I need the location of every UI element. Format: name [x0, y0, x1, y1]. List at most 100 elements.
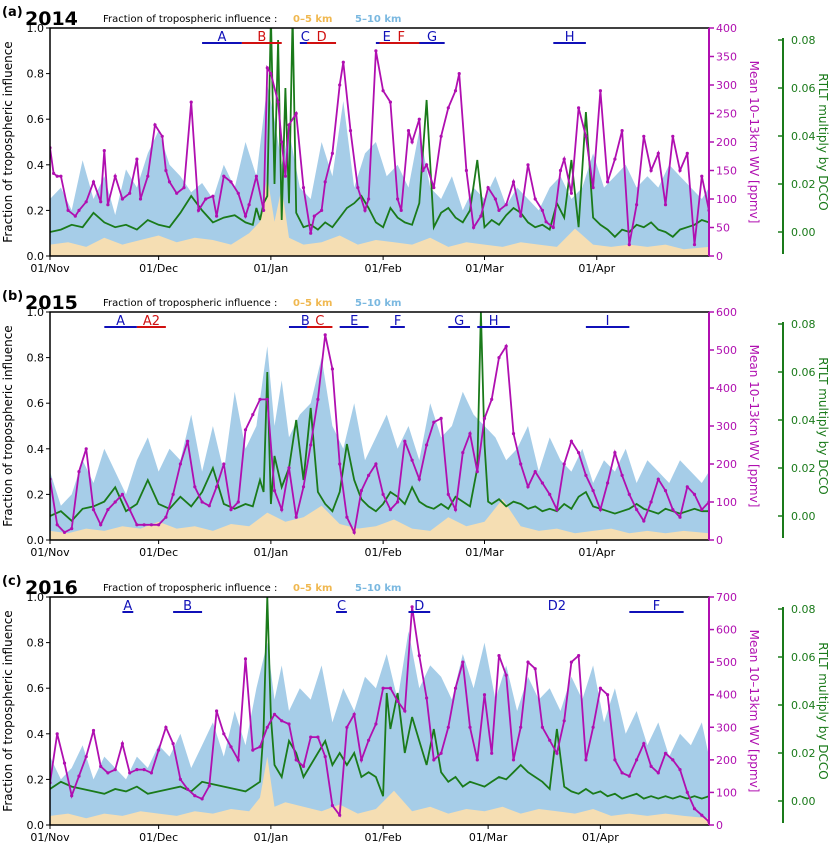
wv-point: [577, 451, 581, 455]
event-label: F: [653, 599, 660, 614]
wv-point: [294, 515, 298, 519]
wv-point: [55, 523, 59, 527]
plot-area: [50, 597, 709, 825]
wv-point: [497, 208, 501, 212]
wv-point: [533, 197, 537, 201]
rtlt-tick-label: 0.02: [791, 178, 816, 191]
wv-point: [251, 413, 255, 417]
wv-point: [352, 530, 356, 535]
panel-label: (c): [2, 574, 22, 589]
wv-point: [316, 397, 320, 401]
wv-point: [504, 673, 508, 677]
wv-point: [577, 106, 581, 110]
rtlt-tick-label: 0.06: [791, 651, 816, 664]
wv-point: [77, 774, 81, 778]
wv-point: [511, 180, 516, 184]
wv-point: [613, 758, 617, 762]
left-tick-label: 0.8: [27, 352, 45, 365]
wv-point: [548, 492, 552, 496]
wv-point: [301, 485, 306, 489]
x-tick-label: 01/Apr: [582, 831, 619, 844]
wv-point: [106, 771, 110, 775]
wv-point: [562, 157, 566, 161]
wv-point: [106, 203, 110, 207]
left-tick-label: 1.0: [27, 591, 45, 604]
panel-2016: A B C D D2 F 0.0 0.2 0.4 0.6 0.8 1.0 01/Nov 01/Dec 01/…: [1, 574, 830, 844]
panel-label: (a): [2, 5, 23, 20]
wv-point: [265, 66, 269, 70]
wv-point: [243, 657, 248, 661]
event-label: C: [315, 314, 324, 329]
wv-point: [425, 443, 429, 447]
event-label: B: [301, 314, 310, 329]
wv-point: [272, 489, 277, 493]
wv-tick-label: 50: [716, 222, 730, 235]
wv-tick-label: 100: [716, 786, 737, 799]
wv-point: [461, 660, 465, 664]
wv-point: [388, 686, 392, 690]
wv-point: [446, 106, 450, 110]
wv-point: [330, 151, 334, 155]
wv-axis-title: Mean 10–13km WV [ppmv]: [747, 345, 761, 508]
wv-tick-label: 350: [716, 51, 737, 64]
x-tick-label: 01/Feb: [365, 546, 402, 559]
wv-point: [164, 725, 168, 729]
wv-line: [50, 50, 709, 245]
left-axis-title: Fraction of tropospheric influence: [1, 41, 15, 242]
wv-point: [685, 790, 689, 795]
wv-point: [84, 200, 88, 204]
legend-0-5km: 0–5 km: [293, 298, 332, 309]
event-label: A2: [143, 314, 160, 329]
wv-point: [276, 100, 280, 104]
wv-point: [540, 208, 545, 212]
wv-point: [120, 197, 124, 201]
wv-point: [99, 764, 103, 769]
wv-point: [345, 725, 349, 729]
wv-point: [446, 725, 450, 729]
left-tick-label: 0.8: [27, 637, 45, 650]
wv-point: [635, 758, 639, 762]
wv-point: [312, 214, 316, 218]
wv-point: [627, 774, 631, 778]
wv-tick-label: 700: [716, 591, 737, 604]
wv-point: [323, 333, 327, 337]
wv-point: [135, 157, 139, 161]
wv-point: [584, 758, 588, 762]
wv-point: [309, 231, 313, 235]
wv-point: [66, 208, 70, 212]
wv-point: [153, 123, 157, 127]
wv-point: [432, 758, 436, 762]
left-tick-label: 0.0: [27, 534, 45, 547]
wv-point: [287, 722, 291, 726]
wv-tick-label: 300: [716, 721, 737, 734]
wv-tick-label: 600: [716, 306, 737, 319]
wv-point: [649, 500, 653, 504]
wv-tick-label: 400: [716, 382, 737, 395]
wv-point: [620, 771, 624, 775]
wv-point: [678, 768, 682, 772]
panel-2015: A A2 B C E F G H I 0.0 0.2 0.4 0.6 0.8 1.0 01/Nov 01/Dec…: [1, 289, 830, 559]
wv-point: [598, 508, 603, 512]
wv-tick-label: 300: [716, 79, 737, 92]
wv-point: [55, 732, 59, 736]
wv-point: [555, 751, 559, 755]
wv-point: [55, 174, 59, 178]
wv-point: [453, 89, 458, 93]
wv-point: [403, 709, 407, 713]
wv-point: [540, 725, 545, 729]
wv-tick-label: 200: [716, 136, 737, 149]
event-label: C: [337, 599, 346, 614]
left-tick-label: 0.8: [27, 68, 45, 81]
wv-point: [468, 725, 472, 729]
wv-axis-title: Mean 10–13km WV [ppmv]: [747, 61, 761, 224]
wv-point: [258, 397, 262, 401]
legend-5-10km: 5–10 km: [355, 298, 401, 309]
wv-point: [272, 712, 277, 716]
wv-point: [472, 225, 476, 230]
wv-point: [439, 416, 443, 420]
wv-point: [685, 151, 689, 155]
wv-point: [77, 470, 81, 474]
wv-point: [642, 742, 646, 746]
wv-point: [160, 134, 164, 138]
wv-point: [656, 477, 660, 481]
